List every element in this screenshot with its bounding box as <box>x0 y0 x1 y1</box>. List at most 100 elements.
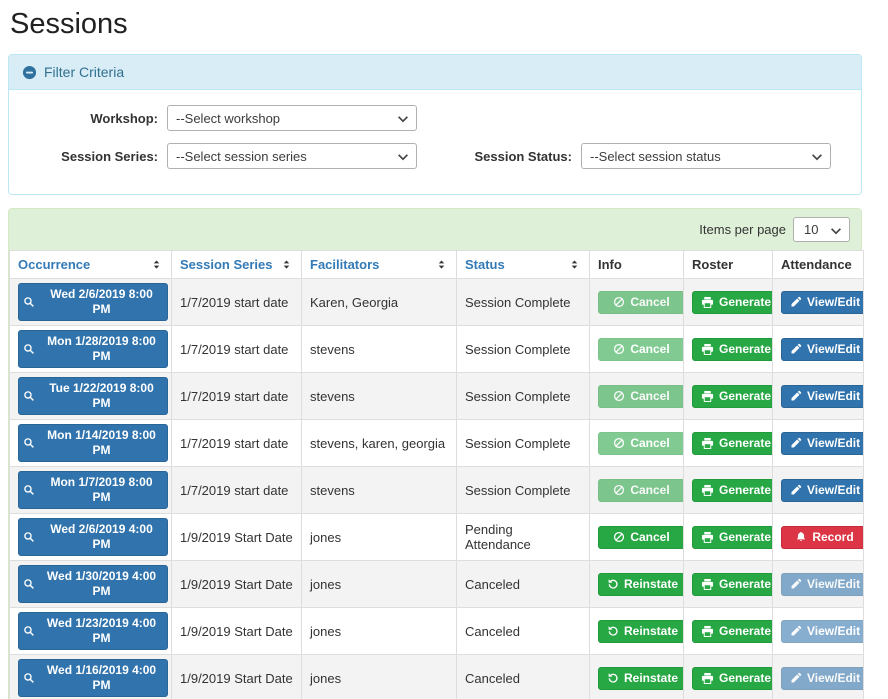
occurrence-button[interactable]: Wed 1/30/2019 4:00 PM <box>18 565 168 603</box>
roster-cell: Generate <box>683 372 773 420</box>
sessions-table: Occurrence Session Series Facilitators Stat… <box>9 250 864 699</box>
pencil-icon <box>790 625 802 637</box>
attendance-button-label: View/Edit <box>807 294 861 309</box>
pencil-icon <box>790 672 802 684</box>
info-button: Cancel <box>598 337 683 361</box>
roster-button[interactable]: Generate <box>692 337 772 361</box>
ban-icon <box>613 531 625 543</box>
session-series-cell: 1/9/2019 Start Date <box>171 607 302 655</box>
info-button-label: Reinstate <box>624 670 679 685</box>
attendance-cell: View/Edit <box>772 278 864 326</box>
occurrence-button[interactable]: Wed 1/23/2019 4:00 PM <box>18 612 168 650</box>
session-series-cell: 1/7/2019 start date <box>171 325 302 373</box>
chevron-down-icon <box>810 150 824 164</box>
column-header-roster: Roster <box>683 250 773 279</box>
occurrence-button-label: Mon 1/7/2019 8:00 PM <box>50 475 153 504</box>
occurrence-button-label: Mon 1/28/2019 8:00 PM <box>47 334 156 363</box>
filter-criteria-header[interactable]: Filter Criteria <box>9 55 861 90</box>
column-header-status[interactable]: Status <box>456 250 590 279</box>
table-row: Wed 1/30/2019 4:00 PM 1/9/2019 Start Date… <box>9 560 864 608</box>
info-button-label: Cancel <box>630 294 670 309</box>
info-button-label: Reinstate <box>624 623 679 638</box>
search-icon <box>23 484 35 496</box>
occurrence-button[interactable]: Wed 2/6/2019 8:00 PM <box>18 283 168 321</box>
items-per-page-select[interactable]: 10 <box>793 217 850 242</box>
attendance-cell: View/Edit <box>772 325 864 373</box>
session-series-cell: 1/7/2019 start date <box>171 466 302 514</box>
pencil-icon <box>790 343 802 355</box>
attendance-button[interactable]: View/Edit <box>781 290 863 314</box>
pencil-icon <box>790 437 802 449</box>
sort-icon <box>150 258 163 271</box>
attendance-button[interactable]: View/Edit <box>781 478 863 502</box>
column-header-label: Attendance <box>781 257 852 272</box>
printer-icon <box>701 343 714 356</box>
column-header-label: Roster <box>692 257 734 272</box>
status-cell: Session Complete <box>456 325 590 373</box>
column-header-session-series[interactable]: Session Series <box>171 250 302 279</box>
roster-button[interactable]: Generate <box>692 431 772 455</box>
session-series-select[interactable]: --Select session series <box>167 143 417 169</box>
info-button[interactable]: Cancel <box>598 525 683 549</box>
roster-button-label: Generate <box>719 341 772 356</box>
attendance-button[interactable]: View/Edit <box>781 337 863 361</box>
column-header-occurrence[interactable]: Occurrence <box>9 250 172 279</box>
filter-criteria-body: Workshop: --Select workshop Session Seri… <box>9 90 861 194</box>
printer-icon <box>701 531 714 544</box>
info-button[interactable]: Reinstate <box>598 666 683 690</box>
session-series-cell: 1/7/2019 start date <box>171 278 302 326</box>
roster-button[interactable]: Generate <box>692 666 772 690</box>
chevron-down-icon <box>829 224 843 238</box>
column-header-facilitators[interactable]: Facilitators <box>301 250 457 279</box>
pencil-icon <box>790 390 802 402</box>
occurrence-button[interactable]: Mon 1/7/2019 8:00 PM <box>18 471 168 509</box>
filter-criteria-title: Filter Criteria <box>44 64 125 80</box>
roster-button[interactable]: Generate <box>692 384 772 408</box>
roster-cell: Generate <box>683 466 773 514</box>
info-button-label: Reinstate <box>624 576 679 591</box>
occurrence-button[interactable]: Tue 1/22/2019 8:00 PM <box>18 377 168 415</box>
occurrence-button[interactable]: Mon 1/28/2019 8:00 PM <box>18 330 168 368</box>
roster-button[interactable]: Generate <box>692 478 772 502</box>
sort-icon <box>435 258 448 271</box>
status-cell: Pending Attendance <box>456 513 590 561</box>
occurrence-button[interactable]: Wed 1/16/2019 4:00 PM <box>18 659 168 697</box>
occurrence-button[interactable]: Mon 1/14/2019 8:00 PM <box>18 424 168 462</box>
facilitators-cell: stevens <box>301 372 457 420</box>
occurrence-button[interactable]: Wed 2/6/2019 4:00 PM <box>18 518 168 556</box>
roster-button[interactable]: Generate <box>692 525 772 549</box>
attendance-button: View/Edit <box>781 572 863 596</box>
attendance-button-label: View/Edit <box>807 388 861 403</box>
minus-circle-icon <box>22 65 37 80</box>
attendance-button[interactable]: View/Edit <box>781 431 863 455</box>
attendance-button[interactable]: View/Edit <box>781 384 863 408</box>
roster-cell: Generate <box>683 513 773 561</box>
info-button: Cancel <box>598 478 683 502</box>
column-header-attendance: Attendance <box>772 250 864 279</box>
roster-button-label: Generate <box>719 670 772 685</box>
info-button-label: Cancel <box>630 482 670 497</box>
info-button[interactable]: Reinstate <box>598 619 683 643</box>
info-cell: Cancel <box>589 466 684 514</box>
session-status-select[interactable]: --Select session status <box>581 143 831 169</box>
info-button[interactable]: Reinstate <box>598 572 683 596</box>
info-button: Cancel <box>598 290 683 314</box>
sort-icon <box>568 258 581 271</box>
roster-cell: Generate <box>683 325 773 373</box>
attendance-button[interactable]: Record <box>781 525 863 549</box>
roster-cell: Generate <box>683 560 773 608</box>
workshop-select[interactable]: --Select workshop <box>167 105 417 131</box>
facilitators-cell: jones <box>301 654 457 699</box>
occurrence-button-label: Mon 1/14/2019 8:00 PM <box>47 428 156 457</box>
roster-button[interactable]: Generate <box>692 290 772 314</box>
attendance-cell: View/Edit <box>772 654 864 699</box>
roster-button[interactable]: Generate <box>692 572 772 596</box>
info-button-label: Cancel <box>630 529 670 544</box>
roster-button[interactable]: Generate <box>692 619 772 643</box>
occurrence-button-label: Wed 1/23/2019 4:00 PM <box>46 616 157 645</box>
occurrence-button-label: Tue 1/22/2019 8:00 PM <box>49 381 154 410</box>
session-series-cell: 1/9/2019 Start Date <box>171 513 302 561</box>
attendance-button-label: Record <box>812 529 854 544</box>
search-icon <box>23 390 35 402</box>
facilitators-cell: jones <box>301 560 457 608</box>
